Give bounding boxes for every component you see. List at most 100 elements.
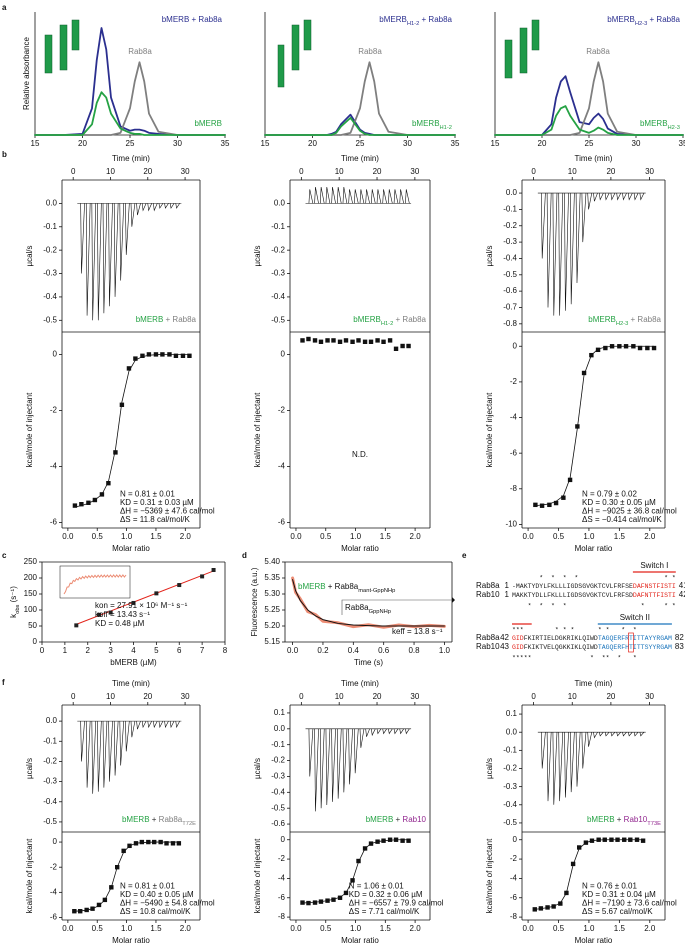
injection-peak bbox=[125, 203, 130, 255]
x-tick-label: 0.2 bbox=[317, 646, 329, 655]
sequence-segment: TAGQERFHTITTSYYRGAM bbox=[598, 644, 672, 651]
injection-peak bbox=[314, 728, 319, 812]
data-point bbox=[623, 344, 629, 349]
data-point bbox=[615, 837, 620, 842]
injection-peak bbox=[130, 721, 136, 738]
x-tick-label: 1.0 bbox=[121, 532, 133, 541]
x-tick-label: 2 bbox=[86, 646, 91, 655]
data-point bbox=[167, 352, 172, 357]
y-tick-label: -10 bbox=[505, 520, 517, 529]
injection-peak bbox=[604, 192, 610, 201]
fit-note: N = 0.81 ± 0.01 bbox=[120, 490, 175, 499]
injection-peak bbox=[359, 728, 365, 748]
injection-peak bbox=[376, 728, 382, 735]
fit-line bbox=[74, 354, 190, 508]
y-tick-label: -2 bbox=[510, 854, 518, 863]
injection-peak bbox=[393, 728, 399, 735]
fit-note: ΔS = 5.67 cal/mol/K bbox=[582, 907, 653, 916]
y-axis-title: kcal/mole of injectant bbox=[485, 392, 494, 467]
x-tick-label: 10 bbox=[568, 692, 577, 701]
annotation-part: Rab8a bbox=[345, 603, 369, 612]
injection-peak bbox=[153, 720, 158, 729]
sequence-start: 1 bbox=[505, 590, 510, 599]
injection-peak bbox=[336, 728, 342, 799]
x-axis-title: Molar ratio bbox=[575, 544, 613, 553]
data-point bbox=[362, 846, 368, 851]
injection-peak bbox=[102, 203, 108, 314]
fit-note: KD = 0.32 ± 0.06 µM bbox=[349, 890, 423, 899]
y-tick-label: 0 bbox=[53, 837, 58, 846]
data-point bbox=[596, 837, 601, 842]
data-point bbox=[154, 591, 159, 596]
helix-cartoon bbox=[44, 34, 53, 74]
y-tick-label: -0.1 bbox=[503, 745, 517, 754]
y-tick-label: 0 bbox=[281, 350, 286, 359]
injection-peak bbox=[558, 193, 564, 316]
data-point bbox=[79, 502, 84, 507]
sequence-start: 42 bbox=[500, 633, 509, 642]
data-point bbox=[173, 353, 179, 358]
x-tick-label: 10 bbox=[106, 167, 115, 176]
x-tick-label: 0.4 bbox=[348, 646, 360, 655]
x-tick-label: 2.0 bbox=[410, 532, 422, 541]
data-point bbox=[387, 837, 393, 842]
data-point bbox=[387, 338, 393, 343]
data-point bbox=[532, 907, 537, 912]
annotation-part: mant-GppNHp bbox=[358, 588, 395, 594]
sample-label-part: bMERB bbox=[366, 815, 394, 824]
y-tick-label: -0.7 bbox=[503, 303, 517, 312]
injection-peak bbox=[575, 193, 581, 283]
data-point bbox=[539, 503, 545, 508]
x-tick-label: 1.5 bbox=[614, 532, 626, 541]
data-point bbox=[558, 901, 563, 906]
sample-label-part: bMERB bbox=[587, 815, 615, 824]
x-tick-label: 2.0 bbox=[644, 532, 656, 541]
y-tick-label: 0 bbox=[513, 341, 518, 350]
injection-peak bbox=[639, 732, 645, 737]
y-tick-label: -0.2 bbox=[43, 757, 57, 766]
data-point bbox=[139, 839, 145, 845]
data-point bbox=[180, 353, 186, 358]
data-point bbox=[406, 343, 411, 349]
x-tick-label: 0.6 bbox=[378, 646, 390, 655]
x-tick-label: 20 bbox=[373, 692, 382, 701]
x-axis-title: Molar ratio bbox=[575, 936, 613, 945]
sequence-segment: -MAKTYDYLFKLLLIGDSGVGKTCVLFRFSE bbox=[512, 583, 633, 590]
data-point bbox=[343, 338, 349, 343]
y-axis-title: kcal/mole of injectant bbox=[253, 392, 262, 467]
x-tick-label: 30 bbox=[181, 167, 190, 176]
x-tick-label: 0.5 bbox=[553, 532, 565, 541]
injection-peak bbox=[604, 732, 610, 737]
data-point bbox=[306, 900, 311, 906]
injection-peak bbox=[365, 189, 370, 204]
x-axis-title: Molar ratio bbox=[341, 936, 379, 945]
data-point bbox=[375, 338, 380, 343]
data-point bbox=[581, 370, 587, 376]
x-tick-label: 0.0 bbox=[523, 532, 535, 541]
x-axis-title: Time (min) bbox=[112, 154, 150, 163]
y-tick-label: -0.1 bbox=[271, 222, 285, 231]
injection-peak bbox=[85, 721, 91, 788]
series-line bbox=[34, 91, 226, 136]
sequence-segment: GID bbox=[512, 644, 524, 651]
x-tick-label: 1.5 bbox=[150, 924, 162, 933]
x-tick-label: 30 bbox=[410, 692, 419, 701]
series-label: bMERB + Rab8a bbox=[162, 15, 223, 24]
injection-peak bbox=[616, 192, 622, 201]
injection-peak bbox=[633, 192, 639, 201]
y-tick-label: 0 bbox=[53, 350, 58, 359]
x-tick-label: 20 bbox=[143, 692, 152, 701]
injection-peak bbox=[342, 728, 348, 793]
x-tick-label: 0.5 bbox=[92, 532, 104, 541]
x-tick-label: 0.5 bbox=[320, 924, 332, 933]
injection-peak bbox=[97, 721, 102, 792]
y-tick-label: -0.5 bbox=[271, 315, 285, 324]
data-point bbox=[577, 845, 582, 850]
x-tick-label: 20 bbox=[373, 167, 382, 176]
sample-label-part: + Rab8a bbox=[163, 315, 196, 324]
sample-label-part: + bbox=[150, 815, 159, 824]
data-point bbox=[312, 900, 318, 905]
injection-peak bbox=[319, 186, 325, 204]
injection-peak bbox=[91, 203, 97, 321]
